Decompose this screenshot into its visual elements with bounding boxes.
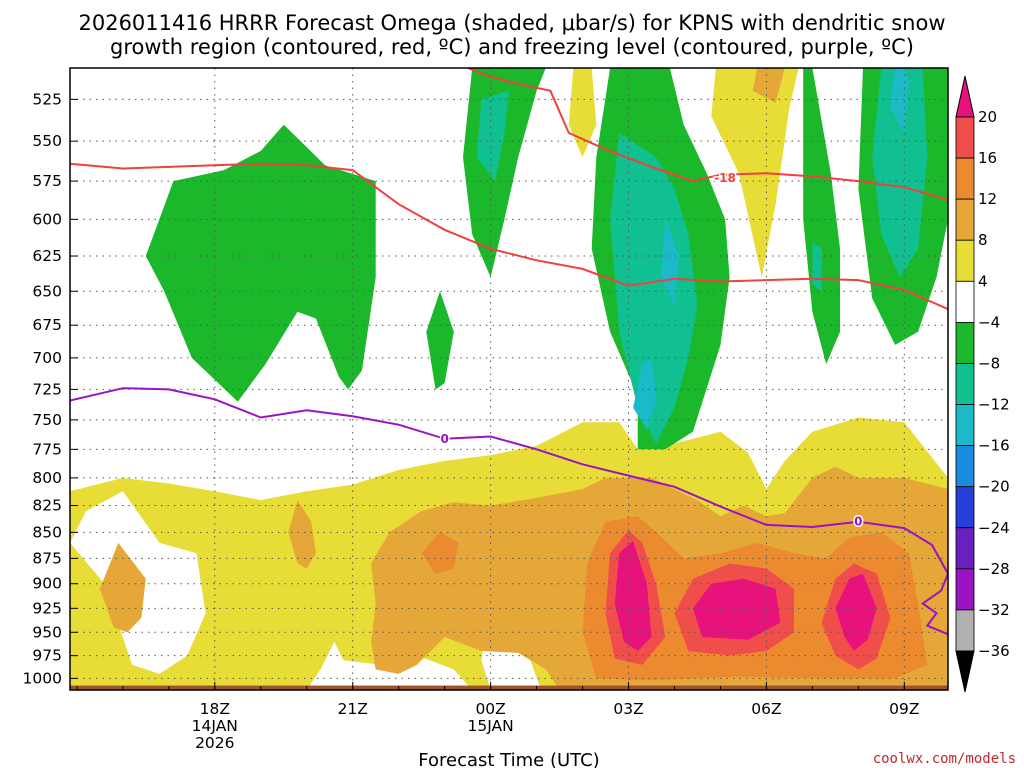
x-tick-label: 03Z [613, 700, 643, 718]
freezing-level-label: 0 [440, 432, 448, 446]
omega-shading-layer [70, 68, 948, 690]
y-tick-label: 900 [32, 575, 62, 593]
y-tick-label: 925 [32, 599, 62, 617]
freezing-level-label: 0 [854, 515, 862, 529]
y-tick-label: 575 [32, 172, 62, 190]
x-tick-label: 2026 [195, 734, 234, 752]
y-tick-label: 700 [32, 349, 62, 367]
x-axis-label: Forecast Time (UTC) [418, 750, 599, 768]
colorbar-label: −16 [978, 437, 1010, 455]
x-tick-label: 15JAN [467, 717, 513, 735]
colorbar-swatch [956, 363, 974, 404]
colorbar-label: −4 [978, 313, 1000, 331]
colorbar-swatch [956, 240, 974, 281]
colorbar-swatch [956, 487, 974, 528]
colorbar-label: −28 [978, 560, 1010, 578]
colorbar-label: −12 [978, 396, 1010, 414]
colorbar-label: −24 [978, 519, 1010, 537]
colorbar-label: −36 [978, 642, 1010, 660]
colorbar-label: 4 [978, 272, 988, 290]
colorbar-swatch [956, 569, 974, 610]
x-tick-label: 06Z [751, 700, 781, 718]
x-tick-label: 09Z [889, 700, 919, 718]
x-tick-label: 14JAN [192, 717, 238, 735]
colorbar-swatch [956, 610, 974, 651]
colorbar-top-triangle [956, 76, 974, 117]
y-tick-label: 775 [32, 440, 62, 458]
y-tick-label: 525 [32, 90, 62, 108]
y-tick-label: 725 [32, 380, 62, 398]
y-tick-label: 650 [32, 282, 62, 300]
colorbar-swatch [956, 281, 974, 322]
y-tick-label: 800 [32, 469, 62, 487]
y-tick-label: 600 [32, 210, 62, 228]
colorbar-swatch [956, 158, 974, 199]
colorbar-label: −32 [978, 601, 1010, 619]
y-tick-label: 1000 [23, 669, 62, 687]
colorbar-label: 12 [978, 190, 997, 208]
colorbar-bottom-triangle [956, 651, 974, 692]
colorbar-label: −20 [978, 478, 1010, 496]
omega-cell-ne-teal [812, 242, 821, 292]
colorbar-swatch [956, 117, 974, 158]
y-tick-label: 975 [32, 647, 62, 665]
omega-cell-sw-green [426, 291, 454, 389]
dgz-contour-label: -18 [714, 171, 736, 185]
colorbar-swatch [956, 405, 974, 446]
colorbar-label: 20 [978, 108, 997, 126]
omega-cell-ne-green [803, 68, 840, 364]
colorbar-label: 16 [978, 149, 997, 167]
chart-title-line-1: 2026011416 HRRR Forecast Omega (shaded, … [78, 11, 945, 35]
colorbar-swatch [956, 199, 974, 240]
colorbar-swatch [956, 322, 974, 363]
x-tick-label: 00Z [475, 700, 505, 718]
chart-title-line-2: growth region (contoured, red, ºC) and f… [110, 35, 914, 59]
x-tick-label: 21Z [338, 700, 368, 718]
y-tick-label: 825 [32, 497, 62, 515]
y-tick-label: 675 [32, 316, 62, 334]
colorbar-swatch [956, 528, 974, 569]
colorbar-label: 8 [978, 231, 988, 249]
y-tick-label: 625 [32, 247, 62, 265]
y-tick-label: 550 [32, 132, 62, 150]
x-tick-label: 18Z [200, 700, 230, 718]
credit-link[interactable]: coolwx.com/models [873, 751, 1016, 767]
y-tick-label: 750 [32, 411, 62, 429]
y-tick-label: 850 [32, 523, 62, 541]
colorbar: 20 16 12 8 4 −4 −8 −12 −16 −20 −24 −28 −32 −36 [956, 76, 1010, 692]
y-tick-label: 950 [32, 623, 62, 641]
y-tick-label: 875 [32, 549, 62, 567]
colorbar-swatch [956, 446, 974, 487]
colorbar-label: −8 [978, 354, 1000, 372]
omega-time-height-chart: 2026011416 HRRR Forecast Omega (shaded, … [0, 0, 1024, 768]
